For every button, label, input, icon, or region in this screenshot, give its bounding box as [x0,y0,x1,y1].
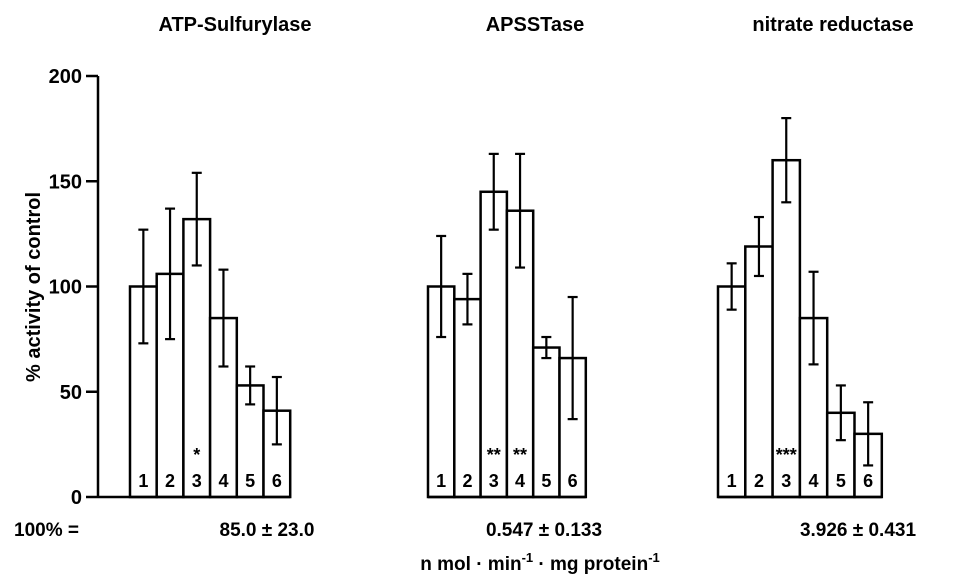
y-axis: 0 50 100 150 200 [49,66,100,509]
panel: nitrate reductase 1 2 3 *** 4 5 6 3.926 ± 0.431 [716,14,917,541]
significance-marker: * [193,445,200,465]
panel-title: nitrate reductase [752,14,913,36]
bar-number-label: 5 [836,471,846,491]
panel-title: ATP-Sulfurylase [159,14,312,36]
bar-number-label: 2 [165,471,175,491]
panel-title: APSSTase [486,14,585,36]
bar-number-label: 1 [436,471,446,491]
reference-value: 85.0 ± 23.0 [220,520,315,541]
bar-number-label: 4 [218,471,228,491]
bar-number-label: 4 [515,471,525,491]
panel: APSSTase 1 2 3 ** 4 ** 5 6 0.547 ± 0.133 [426,14,602,541]
bar-number-label: 2 [462,471,472,491]
bar [716,285,747,499]
bar-number-label: 3 [781,471,791,491]
y-tick-label: 200 [49,66,82,88]
significance-marker: ** [487,445,501,465]
bar-number-label: 3 [489,471,499,491]
bar-number-label: 5 [541,471,551,491]
reference-value: 3.926 ± 0.431 [800,520,917,541]
y-tick-label: 50 [60,382,82,404]
reference-value: 0.547 ± 0.133 [486,520,602,541]
y-tick-label: 150 [49,171,82,193]
bar-number-label: 2 [754,471,764,491]
bar-number-label: 1 [727,471,737,491]
bar-number-label: 6 [863,471,873,491]
bar-number-label: 6 [568,471,578,491]
x-axis-label: n mol · min-1 · mg protein-1 [420,550,660,575]
significance-marker: *** [776,445,797,465]
bar [744,245,774,499]
y-tick-label: 0 [71,487,82,509]
bar-number-label: 6 [272,471,282,491]
y-tick-label: 100 [49,277,82,299]
bar-number-label: 4 [809,471,819,491]
bar [453,297,482,499]
bar-number-label: 3 [192,471,202,491]
panel: ATP-Sulfurylase 1 2 3 * 4 5 6 85.0 ± 23.0 [98,14,314,541]
y-axis-label: % activity of control [23,192,45,382]
reference-prefix: 100% = [14,520,79,541]
bar [531,346,561,499]
bar-number-label: 1 [138,471,148,491]
significance-marker: ** [513,445,527,465]
bar-number-label: 5 [245,471,255,491]
